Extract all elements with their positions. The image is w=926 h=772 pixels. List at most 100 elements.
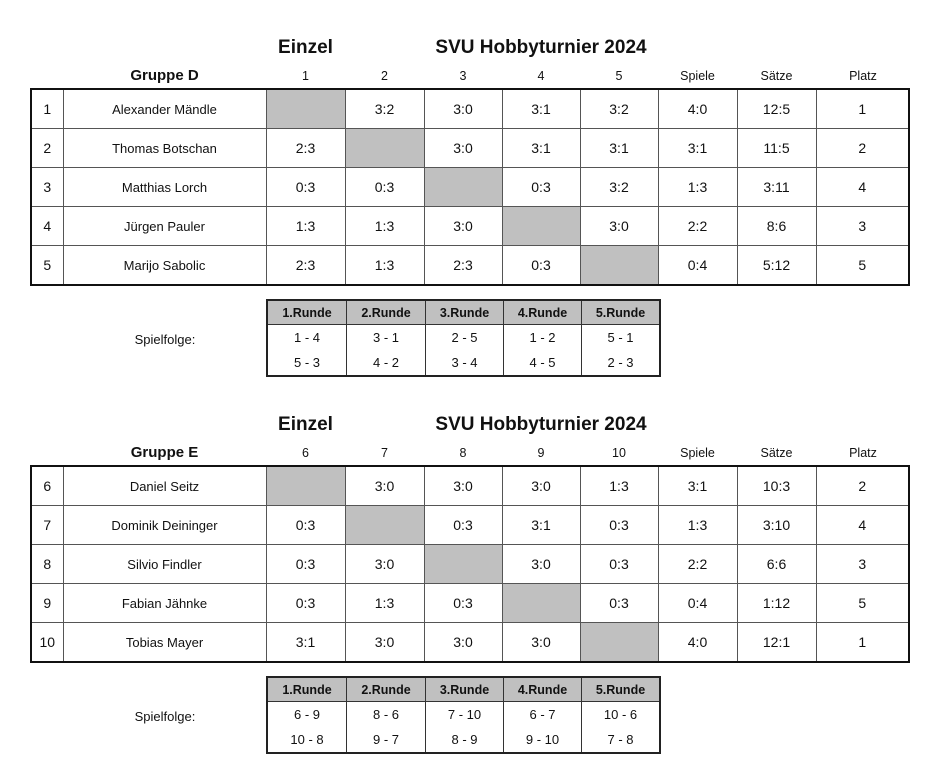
- pairing: 8 - 9: [425, 727, 504, 753]
- pairing: 4 - 2: [346, 350, 426, 376]
- match-result: 1:3: [344, 206, 425, 246]
- player-name: Tobias Mayer: [62, 622, 267, 663]
- pairing: 7 - 8: [581, 727, 661, 753]
- match-result: 3:0: [423, 128, 503, 168]
- column-header: 8: [459, 446, 467, 460]
- match-result: 1:3: [344, 245, 425, 286]
- match-result: 3:2: [579, 167, 659, 207]
- round-header: 4.Runde: [503, 299, 582, 325]
- pairing: 2 - 3: [581, 350, 661, 376]
- table-row: 5 Marijo Sabolic 2:3 1:3 2:3 0:3 0:4 5:12 5: [30, 245, 910, 286]
- group-name: Gruppe D: [130, 67, 199, 84]
- player-name: Marijo Sabolic: [62, 245, 267, 286]
- sets-score: 12:5: [736, 88, 817, 129]
- column-header: Spiele: [680, 446, 715, 460]
- round-header: 5.Runde: [581, 676, 661, 702]
- match-result: 0:3: [265, 583, 346, 623]
- round-header: 3.Runde: [425, 676, 504, 702]
- match-result: 3:2: [579, 88, 659, 129]
- rank: 2: [815, 465, 910, 506]
- rank: 3: [815, 544, 910, 584]
- column-header: 2: [381, 69, 388, 83]
- schedule-table: 1.Runde 2.Runde 3.Runde 4.Runde 5.Runde 6 - 9…: [266, 676, 661, 754]
- match-result: 2:3: [265, 128, 346, 168]
- player-number: 5: [30, 245, 64, 286]
- match-result: 3:0: [501, 544, 581, 584]
- player-number: 6: [30, 465, 64, 506]
- match-result: 0:3: [423, 583, 503, 623]
- self-match-cell: [579, 622, 659, 663]
- player-name: Silvio Findler: [62, 544, 267, 584]
- games-won: 4:0: [657, 88, 738, 129]
- rank: 2: [815, 128, 910, 168]
- player-number: 7: [30, 505, 64, 545]
- column-header: Sätze: [760, 446, 793, 460]
- match-result: 1:3: [344, 583, 425, 623]
- player-name: Alexander Mändle: [62, 88, 267, 129]
- sets-score: 5:12: [736, 245, 817, 286]
- player-name: Fabian Jähnke: [62, 583, 267, 623]
- match-result: 3:0: [344, 622, 425, 663]
- match-result: 0:3: [579, 505, 659, 545]
- column-header: 4: [537, 69, 545, 83]
- pairing: 1 - 4: [266, 324, 347, 350]
- self-match-cell: [265, 88, 346, 129]
- pairing: 3 - 4: [425, 350, 504, 376]
- match-result: 0:3: [501, 167, 581, 207]
- pairing: 2 - 5: [425, 324, 504, 350]
- games-won: 0:4: [657, 245, 738, 286]
- games-won: 4:0: [657, 622, 738, 663]
- sets-score: 10:3: [736, 465, 817, 506]
- schedule-label: Spielfolge:: [134, 709, 196, 724]
- schedule-header-row: 1.Runde 2.Runde 3.Runde 4.Runde 5.Runde: [266, 299, 661, 325]
- table-row: 6 Daniel Seitz 3:0 3:0 3:0 1:3 3:1 10:3 2: [30, 465, 910, 506]
- player-number: 3: [30, 167, 64, 207]
- round-header: 1.Runde: [266, 676, 347, 702]
- match-result: 0:3: [344, 167, 425, 207]
- table-row: 8 Silvio Findler 0:3 3:0 3:0 0:3 2:2 6:6 3: [30, 544, 910, 584]
- column-header: 6: [302, 446, 309, 460]
- column-header: Platz: [849, 69, 877, 83]
- match-result: 3:0: [423, 465, 503, 506]
- column-header: 3: [459, 69, 467, 83]
- rank: 1: [815, 88, 910, 129]
- match-result: 3:1: [501, 88, 581, 129]
- games-won: 3:1: [657, 128, 738, 168]
- match-result: 2:3: [265, 245, 346, 286]
- match-result: 0:3: [501, 245, 581, 286]
- table-row: 10 Tobias Mayer 3:1 3:0 3:0 3:0 4:0 12:1 1: [30, 622, 910, 663]
- table-row: 7 Dominik Deininger 0:3 0:3 3:1 0:3 1:3 3:10 4: [30, 505, 910, 545]
- round-header: 1.Runde: [266, 299, 347, 325]
- self-match-cell: [265, 465, 346, 506]
- games-won: 2:2: [657, 544, 738, 584]
- column-header: 10: [612, 446, 626, 460]
- match-result: 3:0: [501, 622, 581, 663]
- player-number: 8: [30, 544, 64, 584]
- round-header: 2.Runde: [346, 676, 426, 702]
- table-row: 1 Alexander Mändle 3:2 3:0 3:1 3:2 4:0 12:5 1: [30, 88, 910, 129]
- table-row: 2 Thomas Botschan 2:3 3:0 3:1 3:1 3:1 11:5 2: [30, 128, 910, 168]
- rank: 5: [815, 245, 910, 286]
- self-match-cell: [501, 206, 581, 246]
- pairing: 5 - 1: [581, 324, 661, 350]
- match-result: 3:0: [501, 465, 581, 506]
- match-result: 3:1: [501, 505, 581, 545]
- match-result: 0:3: [579, 544, 659, 584]
- player-number: 4: [30, 206, 64, 246]
- match-result: 3:0: [423, 206, 503, 246]
- match-result: 0:3: [423, 505, 503, 545]
- match-result: 2:3: [423, 245, 503, 286]
- results-table: 1 Alexander Mändle 3:2 3:0 3:1 3:2 4:0 12:5 1 2 Th…: [30, 88, 910, 286]
- pairing: 5 - 3: [266, 350, 347, 376]
- column-header: Platz: [849, 446, 877, 460]
- sets-score: 6:6: [736, 544, 817, 584]
- rank: 5: [815, 583, 910, 623]
- games-won: 1:3: [657, 505, 738, 545]
- table-row: 9 Fabian Jähnke 0:3 1:3 0:3 0:3 0:4 1:12 5: [30, 583, 910, 623]
- table-row: 3 Matthias Lorch 0:3 0:3 0:3 3:2 1:3 3:11 4: [30, 167, 910, 207]
- pairing: 10 - 6: [581, 701, 661, 727]
- sets-score: 1:12: [736, 583, 817, 623]
